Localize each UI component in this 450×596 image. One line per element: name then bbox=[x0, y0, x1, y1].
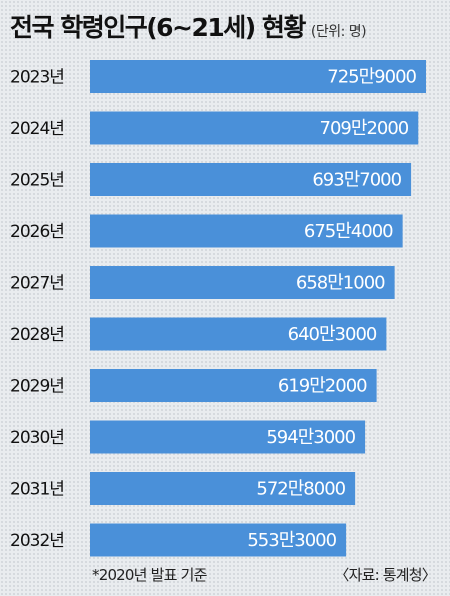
data-label: 572만8000 bbox=[256, 479, 345, 500]
bar bbox=[90, 214, 403, 248]
chart-header: 전국 학령인구(6~21세) 현황 (단위: 명) bbox=[10, 8, 367, 44]
bar bbox=[90, 472, 356, 505]
category-label: 2028년 bbox=[10, 325, 64, 345]
bar bbox=[90, 111, 419, 145]
data-label: 709만2000 bbox=[320, 118, 409, 139]
category-label: 2024년 bbox=[10, 119, 64, 139]
bar bbox=[90, 60, 426, 93]
data-label: 693만7000 bbox=[312, 170, 401, 191]
data-label: 640만3000 bbox=[288, 324, 377, 345]
category-label: 2025년 bbox=[10, 171, 64, 191]
category-label: 2032년 bbox=[10, 531, 64, 551]
category-label: 2029년 bbox=[10, 377, 64, 397]
category-label: 2030년 bbox=[10, 428, 64, 448]
bar bbox=[90, 317, 387, 351]
bar bbox=[90, 163, 412, 196]
data-label: 658만1000 bbox=[296, 273, 385, 294]
data-label: 553만3000 bbox=[247, 530, 336, 551]
chart-title: 전국 학령인구(6~21세) 현황 bbox=[10, 13, 306, 42]
footnote: *2020년 발표 기준 bbox=[92, 566, 207, 584]
data-label: 725만9000 bbox=[327, 67, 416, 88]
bar bbox=[90, 420, 366, 454]
bar bbox=[90, 266, 395, 299]
bar bbox=[90, 369, 377, 402]
data-label: 594만3000 bbox=[266, 427, 355, 448]
category-label: 2023년 bbox=[10, 68, 64, 88]
category-label: 2031년 bbox=[10, 480, 64, 500]
data-label: 619만2000 bbox=[278, 376, 367, 397]
source-note: 〈자료: 통계청〉 bbox=[334, 566, 436, 584]
data-label: 675만4000 bbox=[304, 221, 393, 242]
unit-label: (단위: 명) bbox=[310, 24, 367, 40]
category-label: 2026년 bbox=[10, 222, 64, 242]
bar bbox=[90, 523, 347, 557]
category-label: 2027년 bbox=[10, 274, 64, 294]
